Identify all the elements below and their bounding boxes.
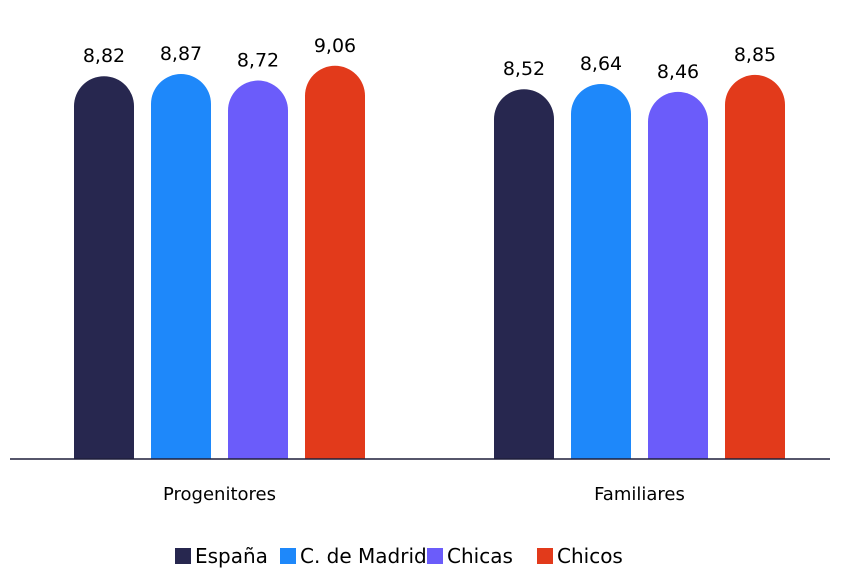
legend-swatch [280, 548, 296, 564]
category-labels-group: Progenitores Familiares [163, 484, 685, 505]
legend-label: C. de Madrid [300, 544, 427, 568]
bar-progenitores-2 [151, 74, 211, 460]
legend-item: España [175, 544, 268, 568]
legend-swatch [427, 548, 443, 564]
data-label: 8,46 [657, 61, 699, 83]
data-label: 9,06 [314, 35, 356, 57]
legend-item: Chicas [427, 544, 513, 568]
data-labels-group: 8,82 8,87 8,72 9,06 8,52 8,64 8,46 8,85 [83, 35, 776, 83]
data-label: 8,64 [580, 53, 622, 75]
legend: España C. de Madrid Chicas Chicos [175, 544, 623, 568]
category-label: Progenitores [163, 484, 276, 505]
legend-item: C. de Madrid [280, 544, 427, 568]
legend-label: Chicas [447, 544, 513, 568]
legend-swatch [175, 548, 191, 564]
legend-item: Chicos [537, 544, 623, 568]
data-label: 8,72 [237, 50, 279, 72]
bar-progenitores-4 [305, 65, 365, 459]
bar-familiares-4 [725, 74, 785, 459]
legend-label: Chicos [557, 544, 623, 568]
bar-familiares-2 [571, 84, 631, 459]
legend-label: España [195, 544, 268, 568]
data-label: 8,82 [83, 45, 125, 67]
bar-familiares-3 [648, 91, 708, 460]
legend-swatch [537, 548, 553, 564]
data-label: 8,87 [160, 43, 202, 65]
category-label: Familiares [594, 484, 685, 505]
bar-familiares-1 [494, 89, 554, 460]
data-label: 8,85 [734, 44, 776, 66]
bar-progenitores-1 [74, 76, 134, 459]
bars-group [74, 65, 785, 460]
bar-progenitores-3 [228, 80, 288, 460]
data-label: 8,52 [503, 58, 545, 80]
